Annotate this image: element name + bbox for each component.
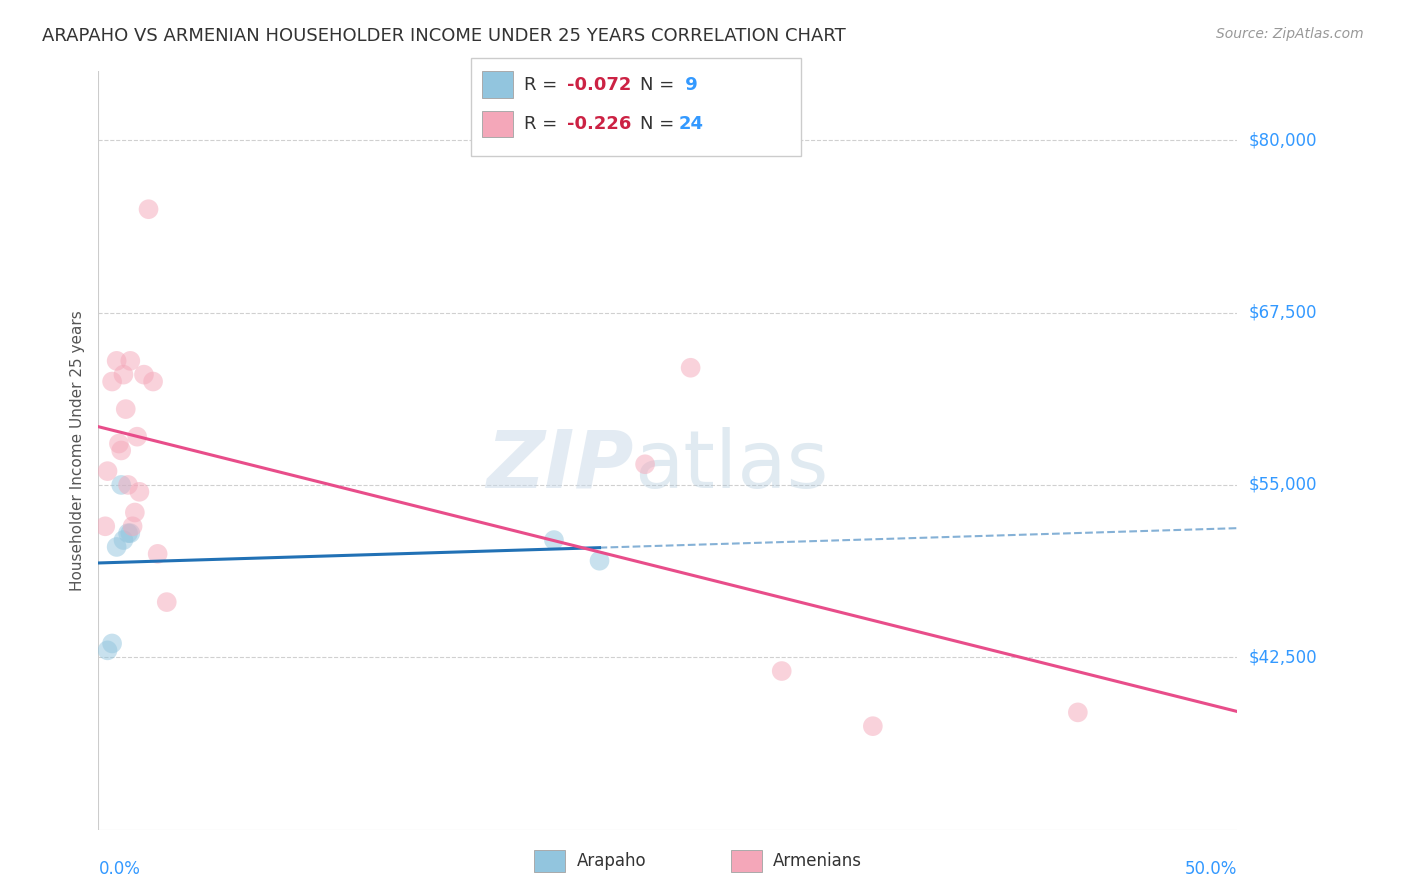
- Point: [110, 478, 132, 492]
- Point: [124, 506, 146, 520]
- Text: $42,500: $42,500: [1249, 648, 1317, 666]
- Point: [121, 519, 143, 533]
- Point: [94, 519, 117, 533]
- Point: [770, 664, 793, 678]
- Text: $67,500: $67,500: [1249, 303, 1317, 322]
- Text: R =: R =: [524, 76, 564, 94]
- Point: [588, 554, 610, 568]
- Point: [96, 464, 118, 478]
- Point: [132, 368, 155, 382]
- Text: 0.0%: 0.0%: [98, 860, 141, 878]
- Point: [634, 457, 657, 471]
- Point: [101, 636, 124, 650]
- Text: ARAPAHO VS ARMENIAN HOUSEHOLDER INCOME UNDER 25 YEARS CORRELATION CHART: ARAPAHO VS ARMENIAN HOUSEHOLDER INCOME U…: [42, 27, 846, 45]
- Point: [156, 595, 179, 609]
- Point: [543, 533, 565, 547]
- Text: 9: 9: [679, 76, 697, 94]
- Point: [1067, 706, 1090, 720]
- Text: -0.226: -0.226: [567, 115, 631, 133]
- Point: [105, 540, 128, 554]
- Point: [146, 547, 169, 561]
- Point: [101, 375, 124, 389]
- Text: ZIP: ZIP: [486, 426, 634, 505]
- Text: Armenians: Armenians: [773, 852, 862, 870]
- Text: N =: N =: [640, 115, 679, 133]
- Point: [114, 402, 136, 417]
- Point: [105, 354, 128, 368]
- Text: $55,000: $55,000: [1249, 476, 1317, 494]
- Point: [679, 360, 702, 375]
- Point: [108, 436, 131, 450]
- Point: [127, 430, 149, 444]
- Point: [117, 478, 139, 492]
- Point: [120, 526, 142, 541]
- Point: [112, 533, 135, 547]
- Point: [138, 202, 160, 217]
- Point: [110, 443, 132, 458]
- Text: atlas: atlas: [634, 426, 828, 505]
- Text: 24: 24: [679, 115, 704, 133]
- Text: 50.0%: 50.0%: [1185, 860, 1237, 878]
- Point: [117, 526, 139, 541]
- Point: [112, 368, 135, 382]
- Text: R =: R =: [524, 115, 564, 133]
- Point: [96, 643, 118, 657]
- Text: N =: N =: [640, 76, 679, 94]
- Y-axis label: Householder Income Under 25 years: Householder Income Under 25 years: [69, 310, 84, 591]
- Text: $80,000: $80,000: [1249, 131, 1317, 149]
- Text: Source: ZipAtlas.com: Source: ZipAtlas.com: [1216, 27, 1364, 41]
- Text: -0.072: -0.072: [567, 76, 631, 94]
- Point: [128, 484, 150, 499]
- Point: [862, 719, 884, 733]
- Text: Arapaho: Arapaho: [576, 852, 647, 870]
- Point: [142, 375, 165, 389]
- Point: [120, 354, 142, 368]
